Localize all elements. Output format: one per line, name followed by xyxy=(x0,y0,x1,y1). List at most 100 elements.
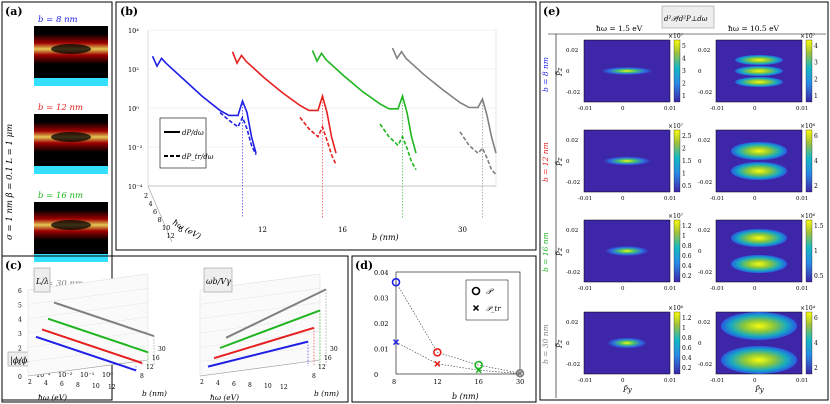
z-tick-label: 4 xyxy=(18,317,22,324)
e-x-tick: 0 xyxy=(621,196,625,202)
energy-tick-label: 12 xyxy=(280,384,288,391)
e-ylabel: P̃z xyxy=(556,157,564,167)
heatmap-band xyxy=(735,77,783,87)
z-tick-label: 3 xyxy=(18,331,22,338)
e-y-tick: 0 xyxy=(566,249,570,255)
panel-b-ylabel: b (nm) xyxy=(372,233,399,242)
panel-d-label: (d) xyxy=(355,259,373,272)
energy-tick-label: 2 xyxy=(200,379,204,386)
panel-d-xlabel: b (nm) xyxy=(452,392,479,401)
e-x-tick: -0.01 xyxy=(578,106,592,112)
panel-c-label: (c) xyxy=(5,259,22,272)
e-x-tick: -0.01 xyxy=(710,286,724,292)
colorbar-tick: 10⁻¹ xyxy=(80,371,95,379)
heatmap-lobe xyxy=(731,142,787,160)
e-y-tick: 0.02 xyxy=(566,228,578,234)
axis-b xyxy=(199,359,321,377)
e-y-tick: 0.02 xyxy=(698,228,710,234)
b-tick-label: 30 xyxy=(330,346,338,353)
e-x-tick: 0 xyxy=(753,196,757,202)
colorbar-multiplier: ×10⁷ xyxy=(668,33,684,40)
e-y-tick: -0.02 xyxy=(566,180,580,186)
z-tick-label: 6 xyxy=(18,288,22,295)
d-legend-cross xyxy=(472,304,480,312)
e-y-tick: -0.02 xyxy=(698,270,712,276)
heatmap-colorbar xyxy=(673,219,681,283)
e-ylabel: P̃z xyxy=(556,247,564,257)
energy-tick-label: 10 xyxy=(264,383,272,390)
e-x-tick: 0 xyxy=(621,106,625,112)
d-point-P xyxy=(433,348,442,357)
panel-b-legend: dP/dω dP_tr/dω xyxy=(159,117,214,169)
colorbar-tick: 10⁻³ xyxy=(36,371,51,379)
gridline xyxy=(27,316,149,334)
a-row-label: b = 30 nm xyxy=(38,279,83,289)
colorbar-tick: 1 xyxy=(814,248,818,255)
e-xlabel: P̃y xyxy=(754,386,765,394)
panel-e: (e) d²𝒫/d²P⊥dω ħω = 1.5 eV ħω = 10.5 eV … xyxy=(539,1,829,401)
transition-line-30 xyxy=(459,131,497,176)
colorbar-tick: 1.2 xyxy=(682,315,692,322)
b-tick-label: 8 xyxy=(312,373,316,380)
colorbar-tick: 1.5 xyxy=(814,223,824,230)
spectrum-line-8 xyxy=(151,55,257,154)
e-x-tick: 0.01 xyxy=(664,196,676,202)
panel-a-side-label: σ = 1 nm β = 0.1 L = 1 μm xyxy=(5,124,15,240)
colorbar-tick: 10⁰ xyxy=(102,371,113,379)
legend-dP: dP/dω xyxy=(182,129,204,137)
colorbar-tick: 0.5 xyxy=(682,183,692,190)
d-connector xyxy=(395,282,521,374)
energy-tick-label: 6 xyxy=(60,381,64,388)
energy-tick-label: 10 xyxy=(162,224,170,232)
e-x-tick: 0.01 xyxy=(664,378,676,384)
transition-line-16 xyxy=(379,123,417,170)
e-xlabel: P̃y xyxy=(622,386,633,394)
energy-tick-label: 2 xyxy=(28,379,32,386)
e-y-tick: 0 xyxy=(566,69,570,75)
colorbar-tick: 3 xyxy=(814,60,818,67)
colorbar-multiplier: ×10⁶ xyxy=(668,305,684,312)
e-x-tick: 0 xyxy=(621,378,625,384)
gridline xyxy=(199,331,321,348)
colorbar-tick: 10⁻² xyxy=(58,371,73,379)
heatmap-lobe xyxy=(731,162,787,180)
heatmap-lobe xyxy=(731,255,787,273)
z-tick-label: 10⁴ xyxy=(128,27,139,35)
field-map-gap xyxy=(51,44,91,54)
e-x-tick: -0.01 xyxy=(578,196,592,202)
c-line-30 xyxy=(53,301,155,338)
b-tick-label: 8 xyxy=(178,226,182,234)
e-y-tick: 0.02 xyxy=(698,320,710,326)
e-y-tick: -0.02 xyxy=(698,362,712,368)
colorbar-tick: 6 xyxy=(814,133,818,140)
d-x-tick: 8 xyxy=(392,378,396,386)
e-x-tick: 0.01 xyxy=(796,106,808,112)
col-right-title: ħω = 10.5 eV xyxy=(728,24,780,33)
d-point-Ptr xyxy=(434,360,441,367)
spectrum-line-16 xyxy=(311,50,417,154)
b-tick-label: 16 xyxy=(152,355,160,362)
z-tick-label: 10⁻² xyxy=(128,144,143,152)
d-legend-circle xyxy=(471,286,481,296)
heatmap-band xyxy=(735,66,783,76)
e-y-tick: 0.02 xyxy=(566,320,578,326)
panel-e-label: (e) xyxy=(543,5,560,18)
colorbar-tick: 1 xyxy=(814,93,818,100)
b-tick-label: 12 xyxy=(318,364,326,371)
colorbar-tick: 0.4 xyxy=(682,263,692,270)
e-ylabel: P̃z xyxy=(556,339,564,349)
c-xlabel: ħω (eV) xyxy=(38,393,67,402)
energy-tick-label: 8 xyxy=(158,216,162,224)
d-y-tick: 0.03 xyxy=(374,295,388,303)
colorbar-tick: 4 xyxy=(682,56,686,63)
colorbar-tick: 2 xyxy=(682,81,686,88)
e-y-tick: 0.02 xyxy=(566,48,578,54)
transition-line-12 xyxy=(299,116,337,165)
field-map-slab xyxy=(34,254,108,262)
e-x-tick: -0.01 xyxy=(710,106,724,112)
a-row-label: b = 16 nm xyxy=(38,191,83,201)
gridline xyxy=(199,302,321,319)
